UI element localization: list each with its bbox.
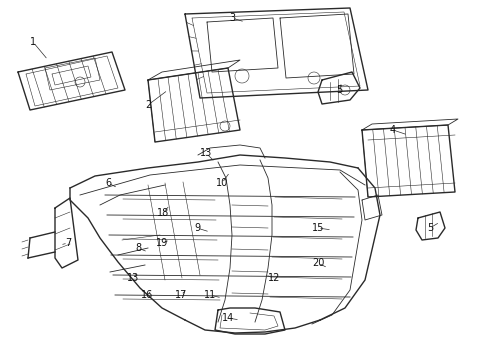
Text: 13: 13 [200,148,212,158]
Text: 11: 11 [203,290,216,300]
Text: 20: 20 [311,258,324,268]
Text: 17: 17 [174,290,187,300]
Text: 6: 6 [105,178,111,188]
Text: 3: 3 [228,13,235,23]
Text: 13: 13 [126,273,139,283]
Text: 8: 8 [135,243,141,253]
Text: 14: 14 [222,313,234,323]
Text: 7: 7 [65,238,71,248]
Text: 10: 10 [215,178,228,188]
Text: 4: 4 [389,125,395,135]
Text: 16: 16 [141,290,153,300]
Text: 5: 5 [426,223,432,233]
Text: 18: 18 [157,208,169,218]
Text: 2: 2 [144,100,151,110]
Text: 15: 15 [311,223,324,233]
Text: 1: 1 [30,37,36,47]
Text: 19: 19 [156,238,168,248]
Text: 12: 12 [267,273,280,283]
Text: 5: 5 [335,85,342,95]
Text: 9: 9 [194,223,200,233]
